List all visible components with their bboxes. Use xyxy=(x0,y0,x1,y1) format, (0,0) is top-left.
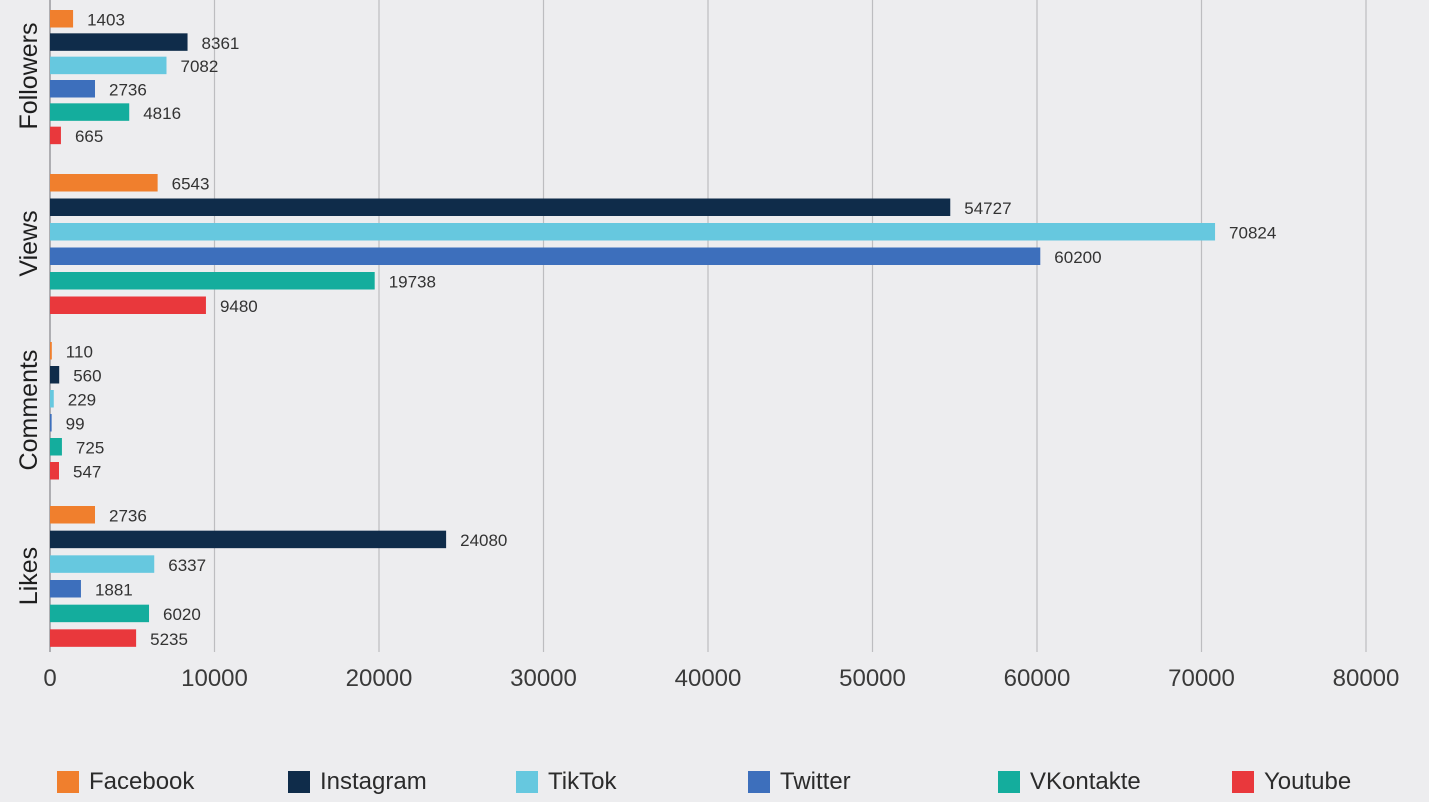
bar xyxy=(50,462,59,480)
data-label: 5235 xyxy=(150,630,188,649)
category-label: Likes xyxy=(15,547,43,605)
bar xyxy=(50,555,155,573)
legend-item: Twitter xyxy=(748,768,851,796)
bar xyxy=(50,342,52,360)
bar xyxy=(50,390,54,408)
x-tick-label: 10000 xyxy=(181,665,248,692)
data-label: 6020 xyxy=(163,605,201,624)
data-label: 2736 xyxy=(109,81,147,100)
bar xyxy=(50,414,52,432)
legend-label: TikTok xyxy=(548,768,617,795)
data-label: 1403 xyxy=(87,11,125,30)
bar xyxy=(50,80,96,98)
bar xyxy=(50,56,167,75)
legend-item: Instagram xyxy=(288,768,427,796)
legend-label: Instagram xyxy=(320,768,427,795)
legend-swatch xyxy=(748,771,770,793)
legend-item: Youtube xyxy=(1232,768,1351,796)
data-label: 6543 xyxy=(172,175,210,194)
x-tick-label: 50000 xyxy=(839,665,906,692)
legend-swatch xyxy=(57,771,79,793)
data-label: 6337 xyxy=(168,556,206,575)
bar xyxy=(50,604,150,623)
bar-chart: 0 10000 20000 30000 40000 50000 60000 70000 8000… xyxy=(15,0,1400,692)
legend-swatch xyxy=(288,771,310,793)
legend-item: Facebook xyxy=(57,768,194,796)
legend-label: VKontakte xyxy=(1030,768,1141,795)
data-label: 665 xyxy=(75,127,103,146)
data-label: 60200 xyxy=(1054,248,1101,267)
bar xyxy=(50,223,1216,241)
x-tick-label: 40000 xyxy=(675,665,742,692)
data-label: 8361 xyxy=(202,34,240,53)
bar xyxy=(50,530,447,549)
data-label: 24080 xyxy=(460,531,507,550)
bar xyxy=(50,580,81,598)
legend-label: Facebook xyxy=(89,768,195,795)
legend-item: VKontakte xyxy=(998,768,1141,796)
bar xyxy=(50,629,137,647)
data-label: 560 xyxy=(73,367,101,386)
data-label: 547 xyxy=(73,463,101,482)
data-label: 54727 xyxy=(964,199,1011,218)
data-label: 70824 xyxy=(1229,224,1276,243)
category-label: Views xyxy=(15,210,43,276)
bar xyxy=(50,10,74,28)
data-label: 229 xyxy=(68,391,96,410)
bar xyxy=(50,296,206,314)
legend-label: Twitter xyxy=(780,768,851,795)
data-label: 725 xyxy=(76,439,104,458)
bar xyxy=(50,198,951,216)
category-label: Comments xyxy=(15,350,43,471)
bar xyxy=(50,272,375,290)
legend-swatch xyxy=(998,771,1020,793)
data-label: 9480 xyxy=(220,297,258,316)
data-label: 7082 xyxy=(180,57,218,76)
chart-legend: Facebook Instagram TikTok Twitter VKontakte Y… xyxy=(0,768,1429,802)
data-label: 110 xyxy=(66,343,93,362)
legend-item: TikTok xyxy=(516,768,616,796)
data-label: 19738 xyxy=(389,273,436,292)
x-tick-label: 60000 xyxy=(1004,665,1071,692)
bar xyxy=(50,103,130,121)
bar xyxy=(50,366,60,384)
legend-swatch xyxy=(516,771,538,793)
category-label: Followers xyxy=(15,23,43,130)
data-label: 2736 xyxy=(109,507,147,526)
data-label: 99 xyxy=(66,415,85,434)
x-tick-label: 30000 xyxy=(510,665,577,692)
x-tick-label: 20000 xyxy=(346,665,413,692)
bar xyxy=(50,126,61,145)
bar xyxy=(50,438,62,456)
bar xyxy=(50,506,96,524)
x-tick-label: 80000 xyxy=(1333,665,1400,692)
bar xyxy=(50,247,1041,265)
legend-swatch xyxy=(1232,771,1254,793)
data-label: 1881 xyxy=(95,581,133,600)
legend-label: Youtube xyxy=(1264,768,1352,795)
x-tick-label: 0 xyxy=(43,665,56,692)
bar xyxy=(50,174,158,192)
data-label: 4816 xyxy=(143,104,181,123)
bar xyxy=(50,33,188,51)
x-tick-label: 70000 xyxy=(1168,665,1235,692)
